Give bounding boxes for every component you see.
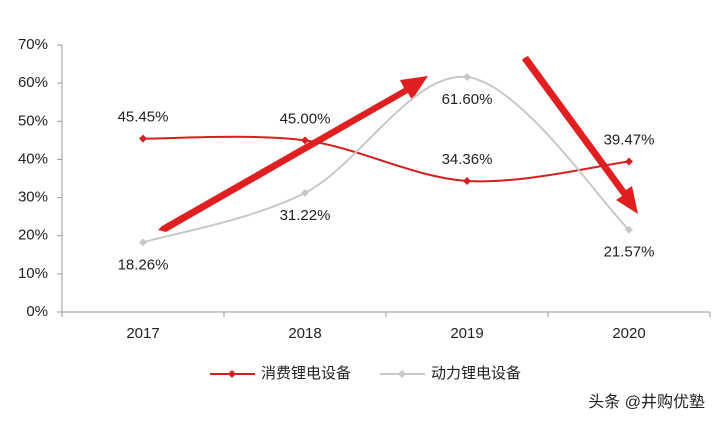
y-tick-label: 60% [18,74,48,91]
point-marker [463,176,471,185]
watermark: 头条 @井购优塾 [588,392,705,411]
x-tick-label: 2020 [612,325,645,342]
data-label: 31.22% [280,207,331,224]
point-marker [625,225,633,234]
data-label: 21.57% [604,244,655,261]
point-marker [139,238,147,247]
series-line [142,76,630,244]
data-label: 39.47% [604,131,655,148]
point-marker [301,188,309,197]
data-label: 61.60% [442,91,493,108]
y-tick-label: 0% [26,303,48,320]
y-tick-label: 30% [18,189,48,206]
legend-marker [398,370,406,378]
y-tick-label: 40% [18,150,48,167]
series-line [142,135,630,183]
y-tick-label: 20% [18,227,48,244]
point-marker [301,136,309,145]
legend-marker [228,370,236,378]
legend-label: 动力锂电设备 [431,365,521,382]
y-tick-label: 70% [18,36,48,53]
trend-arrow [158,76,428,232]
data-label: 45.45% [118,109,169,126]
x-tick-label: 2017 [126,325,159,342]
data-label: 45.00% [280,110,331,127]
x-tick-label: 2019 [450,325,483,342]
point-marker [139,134,147,143]
point-marker [463,73,471,82]
y-tick-label: 50% [18,112,48,129]
data-label: 34.36% [442,151,493,168]
data-label: 18.26% [118,256,169,273]
trend-arrow [522,56,638,214]
x-tick-label: 2018 [288,325,321,342]
legend-label: 消费锂电设备 [261,365,351,382]
point-marker [625,157,633,166]
y-tick-label: 10% [18,265,48,282]
